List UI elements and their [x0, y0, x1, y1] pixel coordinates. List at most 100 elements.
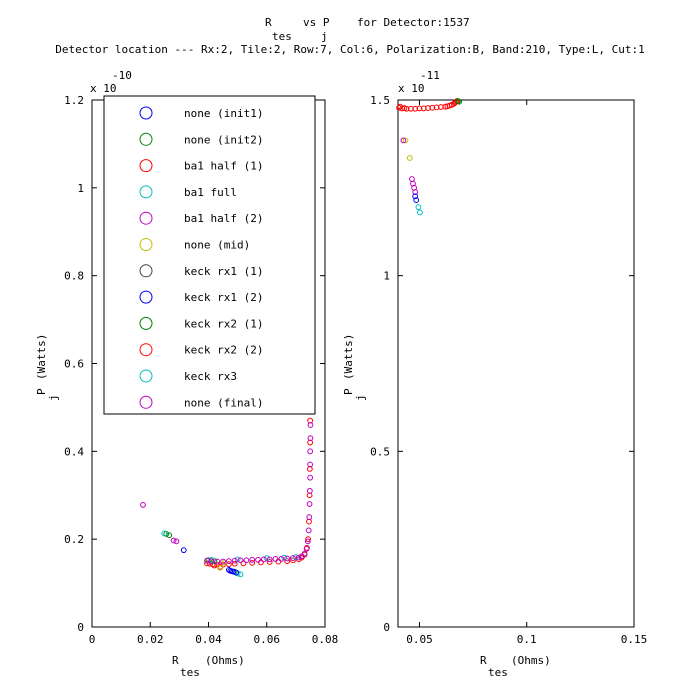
left-ylabel: P: [35, 388, 48, 395]
right-y-exponent-label: x 10: [398, 82, 425, 95]
y-tick-label: 1.5: [370, 94, 390, 107]
data-point: [396, 104, 402, 111]
legend-label: none (mid): [184, 239, 250, 252]
legend-marker: [139, 132, 153, 146]
title-detector: for Detector:1537: [357, 16, 470, 29]
chart-title: R vs P for Detector:1537 tes j Detector …: [55, 16, 644, 56]
legend-marker: [139, 211, 153, 225]
legend-label: keck rx1 (2): [184, 291, 263, 304]
data-point: [290, 555, 296, 561]
data-point: [412, 193, 419, 200]
left-x-axis-label: R tes (Ohms): [172, 654, 245, 679]
data-point: [161, 530, 168, 537]
legend: none (init1) none (init2) ba1 half (1) ba1 …: [103, 95, 316, 415]
data-point: [275, 558, 282, 565]
x-tick-label: 0.04: [195, 633, 222, 646]
legend-marker: [139, 290, 153, 304]
data-point: [301, 550, 308, 557]
legend-label: keck rx3: [184, 370, 237, 383]
data-point: [304, 538, 311, 545]
data-point: [305, 536, 312, 543]
data-point: [225, 558, 232, 565]
right-ylabel: P: [342, 388, 355, 395]
left-y-exponent: -10: [112, 69, 132, 82]
data-point: [220, 558, 226, 565]
legend-label: none (final): [184, 396, 263, 409]
legend-label: ba1 full: [184, 186, 237, 199]
data-point: [407, 105, 414, 112]
data-point: [295, 554, 302, 561]
x-tick-label: 0.1: [517, 633, 537, 646]
data-point: [306, 514, 313, 521]
y-tick-label: 0.6: [64, 358, 84, 371]
legend-marker: [139, 106, 153, 120]
y-tick-label: 0: [383, 621, 390, 634]
data-point: [416, 105, 423, 112]
data-point: [412, 189, 419, 195]
data-point: [240, 560, 247, 567]
data-point: [402, 137, 409, 144]
right-plot-panel: x 10 -11 0.05 0.1 0.15 0 0.5 1 1.5 R tes (Ohms…: [342, 69, 647, 679]
y-tick-label: 1.2: [64, 94, 84, 107]
title-vs-p: vs P: [303, 16, 330, 29]
data-point: [305, 527, 312, 534]
data-point: [307, 474, 314, 481]
data-point: [233, 569, 240, 576]
data-point: [306, 487, 313, 494]
y-tick-label: 0.5: [370, 445, 390, 458]
title-r: R: [265, 16, 272, 29]
y-tick-label: 1: [77, 182, 84, 195]
right-y-axis-label: P j (Watts): [342, 334, 367, 401]
y-tick-label: 0.2: [64, 533, 84, 546]
data-point: [272, 556, 279, 562]
y-tick-label: 0.4: [64, 445, 84, 458]
data-point: [204, 560, 210, 567]
title-subscript-j: j: [321, 30, 328, 43]
left-plot-panel: x 10 -10 0 0.02 0.04 0.06 0.08 0 0.2 0.4 0.6 0.8 1…: [35, 69, 338, 679]
data-point: [284, 558, 291, 565]
data-point: [415, 204, 422, 211]
data-point: [413, 197, 420, 204]
data-point: [230, 568, 237, 575]
data-point: [173, 538, 180, 545]
data-point: [249, 559, 256, 566]
data-point: [214, 558, 221, 565]
right-x-axis-label: R tes (Ohms): [480, 654, 551, 679]
data-point: [234, 556, 241, 563]
data-point: [416, 209, 423, 216]
data-point: [281, 554, 288, 561]
data-point: [266, 559, 273, 565]
data-point: [456, 98, 463, 105]
data-point: [307, 461, 314, 468]
left-xlabel: R: [172, 654, 179, 667]
legend-marker: [139, 185, 153, 199]
data-point: [180, 547, 187, 554]
legend-label: keck rx1 (1): [184, 265, 263, 278]
legend-marker: [139, 343, 153, 357]
legend-label: keck rx2 (2): [184, 344, 263, 357]
data-point: [290, 557, 296, 564]
data-point: [208, 558, 215, 565]
x-tick-label: 0.05: [406, 633, 433, 646]
data-point: [409, 176, 415, 182]
data-point: [260, 556, 267, 563]
data-point: [263, 555, 270, 561]
legend-label: keck rx2 (1): [184, 317, 263, 330]
data-point: [231, 560, 238, 567]
data-point: [307, 448, 314, 455]
data-point: [401, 105, 408, 111]
x-tick-label: 0: [89, 633, 96, 646]
data-point: [211, 558, 218, 565]
legend-marker: [139, 369, 153, 383]
data-point: [400, 137, 407, 144]
left-xlabel-unit: (Ohms): [205, 654, 245, 667]
left-xlabel-subscript: tes: [180, 666, 200, 679]
data-point: [292, 554, 299, 561]
left-y-axis-label: P j (Watts): [35, 334, 60, 401]
x-tick-label: 0.06: [254, 633, 281, 646]
right-ylabel-subscript: j: [354, 394, 367, 401]
data-point: [307, 435, 314, 442]
right-plot-frame: [397, 99, 635, 628]
legend-label: none (init2): [184, 133, 263, 146]
left-ylabel-unit: (Watts): [35, 334, 48, 380]
